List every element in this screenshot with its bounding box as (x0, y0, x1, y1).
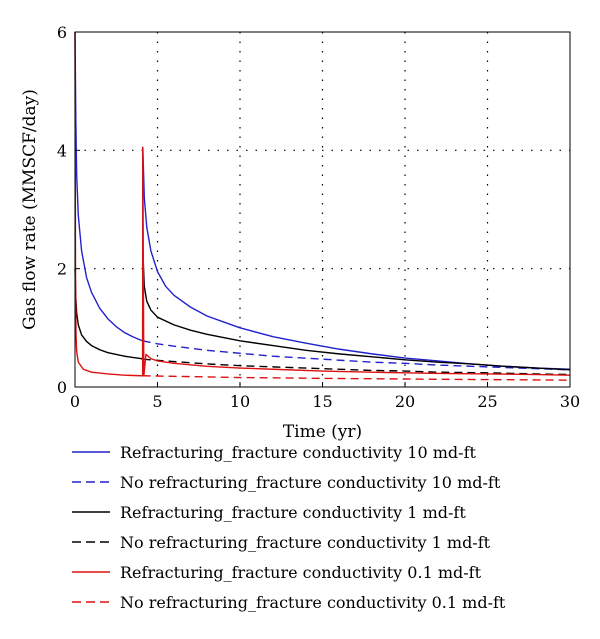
y-tick-label: 4 (57, 141, 67, 160)
x-tick-label: 25 (477, 392, 497, 411)
x-tick-label: 10 (230, 392, 250, 411)
legend-label: Refracturing_fracture conductivity 1 md-… (120, 503, 466, 522)
series-line-refracturing-fracture-conductivity-10-md-ft (75, 32, 570, 369)
x-tick-label: 20 (395, 392, 415, 411)
x-tick-label: 0 (70, 392, 80, 411)
series-line-no-refracturing-fracture-conductivity-0-1-md-ft (143, 376, 570, 380)
x-tick-label: 5 (152, 392, 162, 411)
x-axis-title: Time (yr) (283, 422, 362, 442)
legend-label: Refracturing_fracture conductivity 0.1 m… (120, 563, 482, 582)
x-tick-label: 30 (560, 392, 580, 411)
y-axis-title: Gas flow rate (MMSCF/day) (20, 89, 40, 330)
legend-label: No refracturing_fracture conductivity 1 … (120, 533, 491, 552)
y-tick-label: 0 (57, 378, 67, 397)
axis-ticks: 0 5 10 15 20 25 30 0 2 4 6 (57, 23, 580, 411)
plot-frame (75, 32, 570, 387)
legend-label: No refracturing_fracture conductivity 0.… (120, 593, 506, 612)
legend-label: Refracturing_fracture conductivity 10 md… (120, 443, 476, 462)
grid (75, 32, 570, 387)
legend: Refracturing_fracture conductivity 10 md… (72, 443, 506, 612)
y-tick-label: 6 (57, 23, 67, 42)
y-tick-label: 2 (57, 260, 67, 279)
x-tick-label: 15 (312, 392, 332, 411)
legend-label: No refracturing_fracture conductivity 10… (120, 473, 501, 492)
